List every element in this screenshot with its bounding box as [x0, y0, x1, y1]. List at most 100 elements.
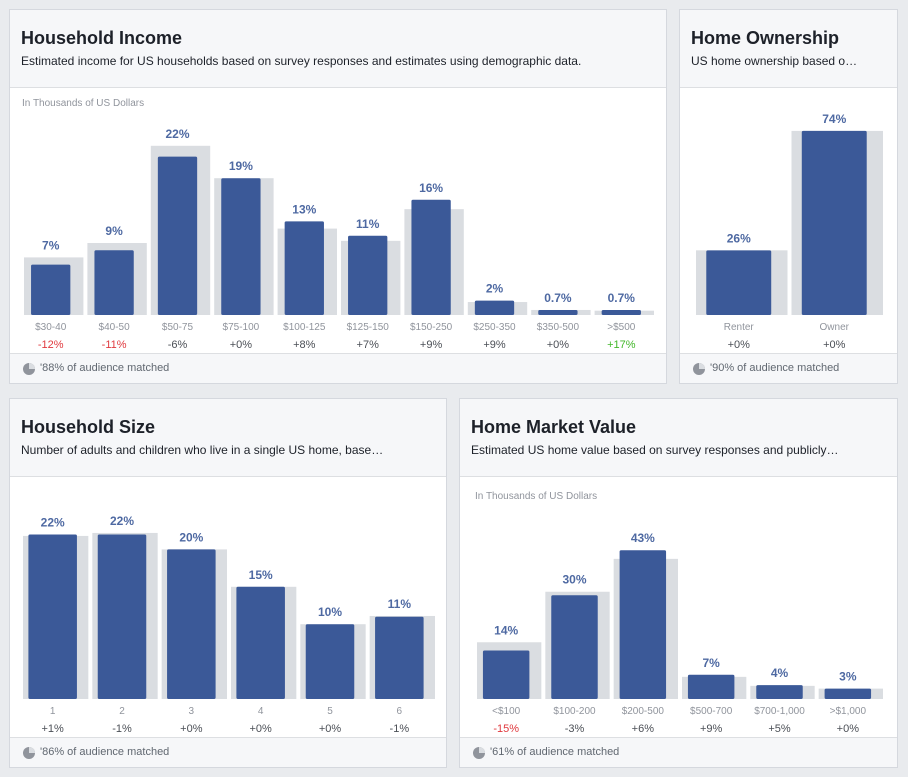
change-label: -3%	[565, 723, 585, 735]
value-bar	[157, 156, 198, 315]
category-label: Renter	[724, 322, 755, 333]
change-label: +7%	[357, 339, 380, 351]
category-label: >$1,000	[830, 706, 867, 717]
change-label: -1%	[112, 723, 132, 735]
value-bar	[28, 534, 77, 699]
household-size-match: '86% of audience matched	[40, 746, 170, 758]
change-label: +8%	[293, 339, 316, 351]
change-label: -12%	[38, 339, 64, 351]
category-label: $30-40	[35, 322, 67, 333]
category-label: 4	[258, 706, 264, 717]
category-label: $700-1,000	[754, 706, 805, 717]
category-label: 6	[397, 706, 403, 717]
value-bar	[824, 688, 872, 699]
change-label: +0%	[728, 339, 751, 351]
home-ownership-header: Home Ownership US home ownership based o…	[680, 10, 897, 88]
category-label: <$100	[492, 706, 521, 717]
bar-value-label: 13%	[292, 202, 316, 216]
home-ownership-chart: 26% Renter +0% 74% Owner +0%	[696, 112, 883, 351]
bar-value-label: 30%	[562, 573, 586, 587]
category-label: $350-500	[537, 322, 580, 333]
bar-value-label: 0.7%	[608, 291, 636, 305]
bar-value-label: 19%	[229, 159, 253, 173]
category-label: $100-125	[283, 322, 326, 333]
change-label: +0%	[319, 723, 342, 735]
value-bar	[706, 250, 772, 315]
bar-value-label: 22%	[41, 515, 65, 529]
value-bar	[474, 300, 515, 315]
category-label: 2	[119, 706, 125, 717]
value-bar	[756, 685, 803, 699]
pie-chart-icon	[23, 363, 35, 375]
household-income-match: '88% of audience matched	[40, 362, 170, 374]
change-label: -6%	[168, 339, 188, 351]
bar-value-label: 22%	[110, 514, 134, 528]
category-label: 3	[189, 706, 195, 717]
bar-value-label: 26%	[727, 231, 751, 245]
bar-value-label: 16%	[419, 181, 443, 195]
value-bar	[348, 235, 388, 315]
home-ownership-card: Home Ownership US home ownership based o…	[679, 9, 898, 384]
y-axis-unit-label: In Thousands of US Dollars	[22, 98, 144, 109]
bar-value-label: 74%	[822, 112, 846, 126]
value-bar	[375, 616, 424, 699]
bar-value-label: 11%	[356, 217, 380, 231]
bar-value-label: 15%	[249, 568, 273, 582]
value-bar	[551, 595, 598, 699]
category-label: >$500	[607, 322, 636, 333]
household-income-card: Household Income Estimated income for US…	[9, 9, 667, 384]
change-label: +1%	[42, 723, 65, 735]
change-label: +17%	[607, 339, 636, 351]
home-market-value-chart: In Thousands of US Dollars 14% <$100 -15% 30…	[475, 491, 883, 735]
pie-chart-icon	[693, 363, 705, 375]
change-label: +0%	[837, 723, 860, 735]
value-bar	[221, 178, 261, 315]
change-label: +5%	[768, 723, 791, 735]
category-label: $40-50	[99, 322, 131, 333]
bar-value-label: 4%	[771, 666, 789, 680]
change-label: +6%	[632, 723, 655, 735]
bar-value-label: 0.7%	[544, 291, 572, 305]
category-label: $200-500	[622, 706, 665, 717]
home-market-value-title: Home Market Value	[471, 417, 637, 437]
category-label: 1	[50, 706, 56, 717]
category-label: $50-75	[162, 322, 194, 333]
household-size-title: Household Size	[21, 417, 156, 437]
change-label: -1%	[390, 723, 410, 735]
bar-value-label: 3%	[839, 670, 857, 684]
bar-value-label: 2%	[486, 282, 504, 296]
category-label: $100-200	[553, 706, 596, 717]
household-size-header: Household Size Number of adults and chil…	[10, 399, 446, 477]
category-label: $75-100	[223, 322, 260, 333]
change-label: +0%	[250, 723, 273, 735]
value-bar	[801, 130, 867, 315]
bar-value-label: 11%	[388, 597, 412, 611]
change-label: +0%	[823, 339, 846, 351]
value-bar	[94, 250, 134, 315]
bar-value-label: 20%	[179, 530, 203, 544]
bar-value-label: 14%	[494, 623, 518, 637]
category-label: $125-150	[347, 322, 390, 333]
home-market-value-footer: '61% of audience matched	[460, 737, 897, 767]
value-bar	[601, 309, 641, 315]
value-bar	[284, 221, 324, 315]
household-income-header: Household Income Estimated income for US…	[10, 10, 666, 88]
pie-chart-icon	[23, 747, 35, 759]
value-bar	[31, 264, 71, 315]
home-ownership-match: '90% of audience matched	[710, 362, 840, 374]
household-income-chart: In Thousands of US Dollars 7% $30-40 -12% 9%…	[22, 98, 654, 351]
home-ownership-title: Home Ownership	[691, 28, 840, 48]
category-label: Owner	[820, 322, 850, 333]
change-label: -11%	[102, 339, 127, 351]
home-ownership-footer: '90% of audience matched	[680, 353, 897, 383]
category-label: $250-350	[473, 322, 516, 333]
pie-chart-icon	[473, 747, 485, 759]
bar-value-label: 10%	[318, 605, 342, 619]
home-market-value-match: '61% of audience matched	[490, 746, 620, 758]
change-label: +0%	[230, 339, 253, 351]
category-label: $500-700	[690, 706, 733, 717]
bar-value-label: 9%	[105, 224, 123, 238]
change-label: +9%	[483, 339, 506, 351]
household-income-title: Household Income	[21, 28, 183, 48]
value-bar	[619, 550, 667, 699]
